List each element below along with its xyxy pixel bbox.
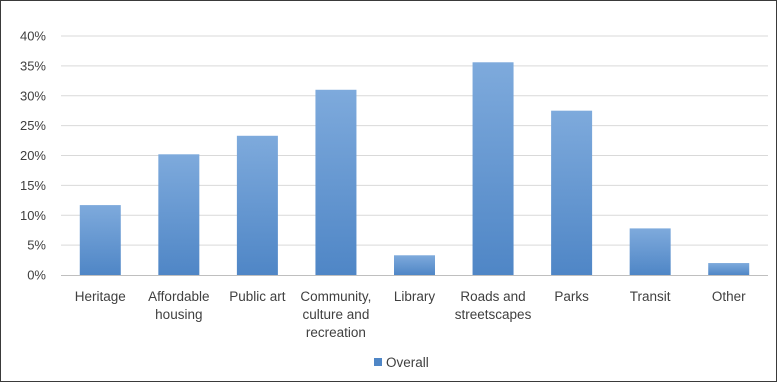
- x-tick-label: Library: [394, 289, 436, 304]
- x-tick-label: Affordable housing: [148, 289, 209, 322]
- bar: [629, 228, 671, 275]
- y-tick-label: 5%: [27, 238, 46, 253]
- y-tick-label: 40%: [20, 29, 46, 44]
- y-axis-ticks: 0% 5% 10% 15% 20% 25% 30% 35% 40%: [20, 29, 46, 283]
- x-tick-label: Other: [712, 289, 746, 304]
- x-tick-label: Community, culture and recreation: [300, 289, 371, 340]
- x-tick-label: Heritage: [75, 289, 126, 304]
- y-tick-label: 35%: [20, 58, 46, 73]
- bar: [236, 135, 278, 275]
- legend: Overall: [374, 355, 429, 370]
- bar: [315, 89, 357, 276]
- bar: [158, 154, 200, 275]
- x-tick-label: Parks: [554, 289, 589, 304]
- y-tick-label: 25%: [20, 118, 46, 133]
- legend-label: Overall: [386, 355, 429, 370]
- x-tick-label: Roads and streetscapes: [455, 289, 532, 322]
- x-tick-label: Transit: [630, 289, 671, 304]
- bar: [79, 205, 121, 275]
- y-tick-label: 30%: [20, 88, 46, 103]
- bar: [394, 255, 435, 275]
- x-axis-labels: Heritage Affordable housing Public art Commu…: [75, 289, 746, 340]
- bar: [708, 263, 750, 275]
- legend-swatch: [374, 358, 382, 366]
- y-tick-label: 20%: [20, 148, 46, 163]
- bar: [551, 110, 593, 275]
- bars: [79, 62, 750, 276]
- y-tick-label: 0%: [27, 268, 46, 283]
- bar: [472, 62, 514, 275]
- x-tick-label: Public art: [229, 289, 286, 304]
- y-tick-label: 15%: [20, 178, 46, 193]
- y-tick-label: 10%: [20, 208, 46, 223]
